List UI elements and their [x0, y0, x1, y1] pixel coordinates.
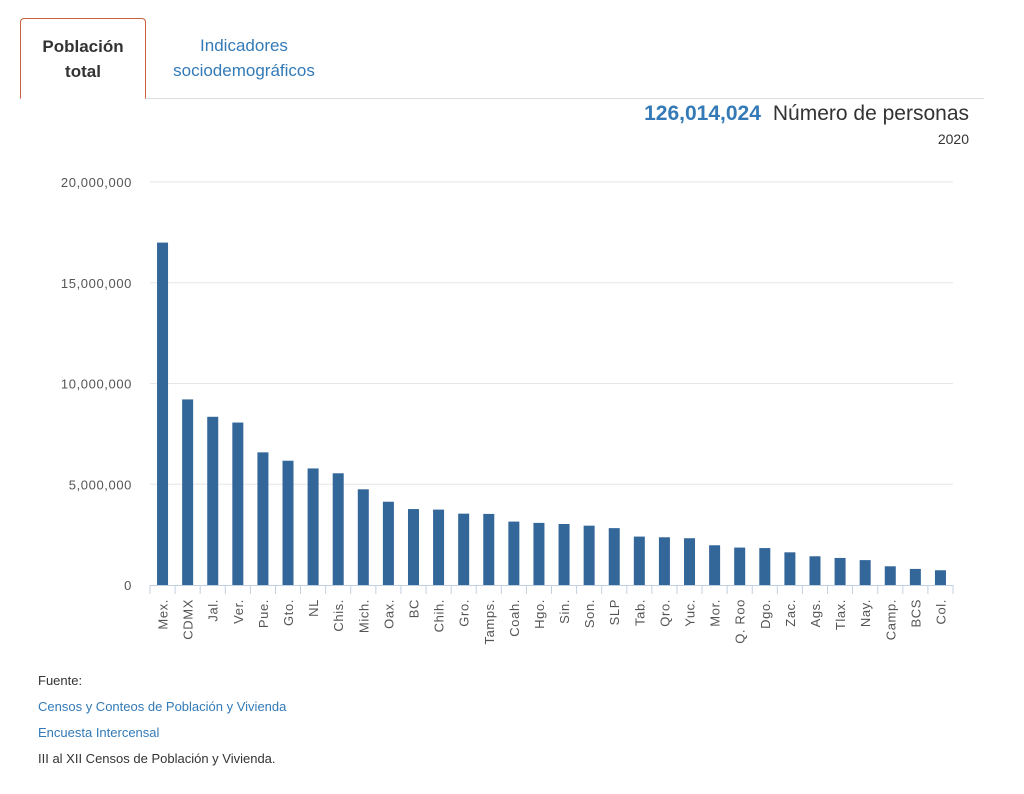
x-tick-label: Camp. [883, 599, 898, 640]
bar [633, 536, 645, 585]
bar [608, 528, 620, 585]
x-tick-label: Tlax. [833, 599, 848, 630]
tab-poblacion-total[interactable]: Población total [20, 18, 146, 99]
x-tick-label: Yuc. [683, 599, 698, 627]
x-tick-label: Gro. [457, 599, 472, 627]
bar [909, 568, 921, 585]
y-tick-label: 20,000,000 [61, 175, 132, 190]
x-tick-label: Col. [933, 599, 948, 625]
x-tick-label: Mor. [708, 599, 723, 627]
x-tick-label: Chih. [432, 599, 447, 632]
bar [884, 566, 896, 585]
tab-label-line1: Indicadores [200, 36, 288, 55]
x-tick-label: Mich. [356, 599, 371, 633]
y-tick-label: 0 [124, 578, 132, 593]
y-tick-label: 15,000,000 [61, 276, 132, 291]
source-link-encuesta-intercensal[interactable]: Encuesta Intercensal [38, 725, 160, 740]
population-bar-chart: 0 5,000,000 10,000,000 15,000,000 20,000,000… [61, 175, 954, 645]
bar [157, 242, 169, 585]
y-tick-label: 5,000,000 [69, 477, 132, 492]
source-heading: Fuente: [38, 673, 83, 688]
x-tick-label: CDMX [181, 599, 196, 640]
x-tick-label: SLP [607, 599, 622, 625]
x-tick-label: Q. Roo [733, 599, 748, 644]
bar [433, 509, 445, 585]
x-tick-label: Jal. [206, 599, 221, 622]
x-tick-label: Pue. [256, 599, 271, 628]
bar [834, 557, 846, 585]
x-tick-label: Nay. [858, 599, 873, 627]
tab-label-line2: total [65, 61, 101, 81]
x-tick-label: Mex. [156, 599, 171, 630]
bar [483, 513, 495, 585]
x-tick-label: NL [306, 599, 321, 617]
x-tick-label: Dgo. [758, 599, 773, 629]
x-tick-label: Ags. [808, 599, 823, 627]
tab-indicadores-sociodemograficos[interactable]: Indicadores sociodemográficos [160, 18, 328, 98]
bar [809, 556, 821, 585]
bar [759, 548, 771, 585]
x-tick-label: Tab. [632, 599, 647, 626]
x-tick-label: Coah. [507, 599, 522, 637]
bar [357, 489, 369, 585]
bar [533, 522, 545, 585]
bar [307, 468, 319, 585]
bar [458, 513, 470, 585]
x-tick-label: BCS [908, 599, 923, 628]
bar [784, 552, 796, 585]
source-section: Fuente: Censos y Conteos de Población y … [38, 672, 286, 776]
x-tick-label: Zac. [783, 599, 798, 627]
source-note: III al XII Censos de Población y Viviend… [38, 751, 276, 766]
bar [658, 537, 670, 585]
bar [232, 422, 244, 585]
bar [257, 452, 269, 585]
total-population-value: 126,014,024 [644, 102, 761, 125]
summary-year: 2020 [937, 131, 969, 147]
x-tick-label: Tamps. [482, 599, 497, 645]
x-tick-label: Gto. [281, 599, 296, 626]
bar [558, 524, 570, 585]
source-link-censos[interactable]: Censos y Conteos de Población y Vivienda [38, 699, 287, 714]
bar [734, 547, 746, 585]
tab-label-line2: sociodemográficos [173, 61, 315, 80]
x-tick-label: Chis. [331, 599, 346, 632]
x-tick-label: Qro. [657, 599, 672, 627]
bar [382, 501, 394, 585]
bar [332, 473, 344, 585]
tab-label-line1: Población [42, 36, 124, 56]
bar [182, 399, 194, 585]
bar [508, 521, 520, 585]
bar [407, 509, 419, 585]
population-summary: 126,014,024 Número de personas 2020 [644, 100, 969, 147]
bar [282, 460, 294, 585]
x-tick-label: Sin. [557, 599, 572, 624]
bar [859, 560, 871, 585]
x-tick-label: Oax. [381, 599, 396, 629]
x-tick-label: Hgo. [532, 599, 547, 629]
tab-bar: Población total Indicadores sociodemográ… [20, 18, 984, 99]
bar [709, 545, 721, 585]
x-tick-label: BC [406, 599, 421, 618]
bar [583, 525, 595, 585]
y-tick-label: 10,000,000 [61, 377, 132, 392]
total-population-label: Número de personas [772, 102, 969, 125]
x-tick-label: Ver. [231, 599, 246, 624]
bar [684, 538, 696, 585]
x-tick-label: Son. [582, 599, 597, 628]
bar [934, 570, 946, 585]
bar [207, 416, 219, 585]
